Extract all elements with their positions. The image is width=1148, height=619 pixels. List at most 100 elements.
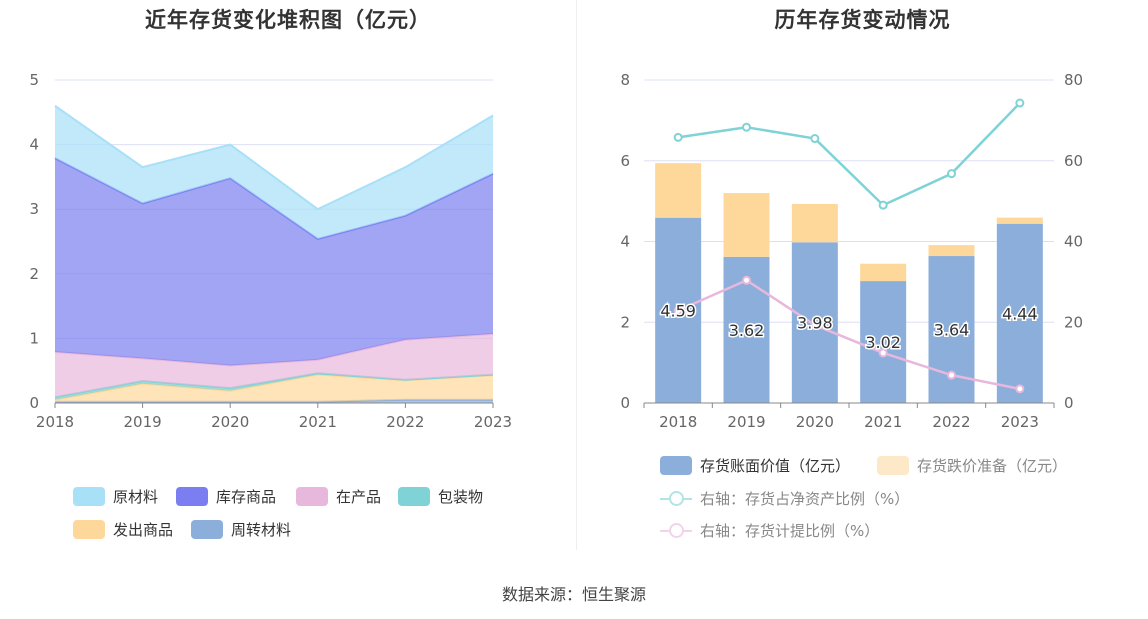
y-tick-label: 1 xyxy=(29,329,39,347)
y2-tick-label: 20 xyxy=(1064,313,1083,331)
y2-tick-label: 80 xyxy=(1064,71,1083,89)
legend-swatch xyxy=(660,521,692,540)
bar-provision xyxy=(655,163,702,218)
line-point xyxy=(673,132,683,142)
legend-label: 周转材料 xyxy=(231,521,292,539)
x-tick-label: 2021 xyxy=(299,413,337,431)
legend-label: 包装物 xyxy=(438,488,484,506)
left-chart-title: 近年存货变化堆积图（亿元） xyxy=(145,8,431,32)
line-point xyxy=(742,122,751,132)
bar-value-label: 4.59 xyxy=(660,301,696,320)
area-edge-原材料 xyxy=(54,105,494,211)
line-point xyxy=(810,134,820,144)
area-在产品 xyxy=(55,333,493,398)
line-point xyxy=(1015,384,1025,394)
x-tick-label: 2021 xyxy=(864,413,902,431)
bar-provision xyxy=(860,263,907,282)
bar-provision xyxy=(723,193,770,257)
line-point xyxy=(810,320,820,330)
y-tick-label: 3 xyxy=(29,200,39,218)
panel-divider xyxy=(576,0,577,550)
legend-item-存货账面价值（亿元）[interactable]: 存货账面价值（亿元） xyxy=(660,455,850,476)
legend-swatch xyxy=(660,456,692,475)
legend-item-存货跌价准备（亿元）[interactable]: 存货跌价准备（亿元） xyxy=(877,455,1067,476)
legend-swatch xyxy=(296,487,328,506)
line-point xyxy=(673,306,683,316)
legend-item-在产品[interactable]: 在产品 xyxy=(296,486,381,507)
legend-item-库存商品[interactable]: 库存商品 xyxy=(176,486,276,507)
y2-tick-label: 0 xyxy=(1064,394,1074,412)
legend-label: 发出商品 xyxy=(113,521,174,539)
line-point xyxy=(878,348,888,358)
x-tick-label: 2020 xyxy=(211,413,249,431)
line-point xyxy=(947,169,956,179)
x-tick-label: 2018 xyxy=(659,413,697,431)
x-tick-label: 2022 xyxy=(386,413,424,431)
line-右轴：存货占净资产比例（%） xyxy=(677,102,1021,207)
right-chart-title: 历年存货变动情况 xyxy=(774,8,951,32)
legend-swatch xyxy=(176,487,208,506)
y2-tick-label: 40 xyxy=(1064,233,1083,251)
legend-swatch xyxy=(398,487,430,506)
x-tick-label: 2019 xyxy=(727,413,765,431)
legend-label: 存货账面价值（亿元） xyxy=(700,457,851,475)
legend-item-周转材料[interactable]: 周转材料 xyxy=(191,519,291,540)
y-tick-label: 4 xyxy=(620,233,630,251)
legend-label: 右轴：存货计提比例（%） xyxy=(700,522,880,540)
area-库存商品 xyxy=(55,158,493,366)
line-point xyxy=(878,200,888,210)
bar-book-value xyxy=(860,281,907,403)
legend-swatch xyxy=(877,456,909,475)
legend-swatch xyxy=(660,489,692,508)
bar-provision xyxy=(791,203,838,243)
y-tick-label: 2 xyxy=(620,313,630,331)
y-tick-label: 4 xyxy=(29,136,39,154)
y2-tick-label: 60 xyxy=(1064,152,1083,170)
legend-swatch xyxy=(191,520,223,539)
legend-swatch xyxy=(73,487,105,506)
line-point xyxy=(742,275,751,285)
bar-value-label: 3.02 xyxy=(865,333,901,352)
legend-label: 原材料 xyxy=(113,488,159,506)
legend-label: 在产品 xyxy=(336,488,382,506)
legend-swatch xyxy=(73,520,105,539)
bar-value-label: 3.98 xyxy=(797,314,833,333)
bar-line-panel: 历年存货变动情况 0 2 4 6 8 0 20 40 60 80 2018 2019 2020 2021 2… xyxy=(577,0,1148,550)
legend-item-右轴：存货占净资产比例（%）[interactable]: 右轴：存货占净资产比例（%） xyxy=(660,488,909,509)
x-tick-label: 2018 xyxy=(36,413,74,431)
stacked-area-panel: 近年存货变化堆积图（亿元） 0 1 2 3 4 5 2018 2019 2020 2021 2022… xyxy=(0,0,576,550)
y-tick-label: 2 xyxy=(29,265,39,283)
legend-item-发出商品[interactable]: 发出商品 xyxy=(73,519,173,540)
bar-provision xyxy=(996,217,1043,224)
legend-label: 库存商品 xyxy=(216,488,277,506)
line-右轴：存货计提比例（%） xyxy=(677,278,1021,391)
y-tick-label: 0 xyxy=(620,394,630,412)
bar-value-label: 3.62 xyxy=(729,321,765,340)
y-tick-label: 8 xyxy=(620,71,630,89)
x-tick-label: 2023 xyxy=(474,413,512,431)
line-point xyxy=(1015,98,1025,108)
stacked-area-chart: 0 1 2 3 4 5 2018 2019 2020 2021 2022 2023 xyxy=(29,71,512,431)
area-edge-在产品 xyxy=(54,332,494,367)
x-tick-label: 2019 xyxy=(124,413,162,431)
bar-value-label: 4.44 xyxy=(1002,304,1038,323)
bar-book-value xyxy=(996,223,1043,403)
area-原材料 xyxy=(55,105,493,239)
y-tick-label: 0 xyxy=(29,394,39,412)
bar-provision xyxy=(928,245,975,257)
legend-item-包装物[interactable]: 包装物 xyxy=(398,486,483,507)
x-tick-label: 2020 xyxy=(796,413,834,431)
x-tick-label: 2022 xyxy=(932,413,970,431)
y-tick-label: 6 xyxy=(620,152,630,170)
legend-label: 右轴：存货占净资产比例（%） xyxy=(700,490,910,508)
bar-value-label: 3.64 xyxy=(934,321,970,340)
y-tick-label: 5 xyxy=(29,71,39,89)
legend-item-原材料[interactable]: 原材料 xyxy=(73,486,158,507)
legend-item-右轴：存货计提比例（%）[interactable]: 右轴：存货计提比例（%） xyxy=(660,520,879,541)
data-source: 数据来源：恒生聚源 xyxy=(501,585,646,604)
legend-label: 存货跌价准备（亿元） xyxy=(917,457,1068,475)
legend-marker xyxy=(669,523,684,538)
legend-marker xyxy=(669,491,684,506)
line-point xyxy=(947,370,956,380)
